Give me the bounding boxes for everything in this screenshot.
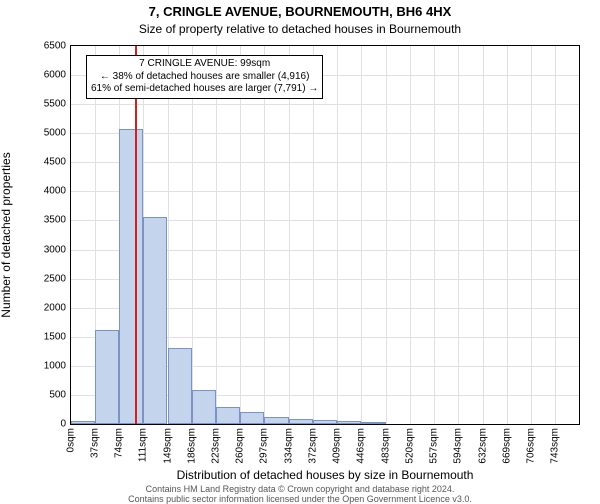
histogram-bar — [71, 421, 95, 424]
y-tick-label: 5500 — [26, 99, 66, 110]
x-tick-label: 743sqm — [549, 428, 560, 464]
x-tick-label: 446sqm — [356, 428, 367, 464]
histogram-bar — [240, 412, 264, 424]
y-tick-label: 0 — [26, 419, 66, 430]
y-tick-label: 500 — [26, 389, 66, 400]
gridline-v — [458, 46, 459, 424]
y-tick-label: 2500 — [26, 273, 66, 284]
x-tick-label: 0sqm — [66, 428, 77, 452]
footer-line-2: Contains public sector information licen… — [0, 494, 600, 504]
y-tick-label: 6000 — [26, 70, 66, 81]
y-tick-label: 4000 — [26, 186, 66, 197]
x-tick-label: 260sqm — [235, 428, 246, 464]
x-tick-label: 706sqm — [525, 428, 536, 464]
x-tick-label: 483sqm — [380, 428, 391, 464]
x-tick-label: 372sqm — [308, 428, 319, 464]
x-tick-label: 409sqm — [332, 428, 343, 464]
y-tick-label: 2000 — [26, 302, 66, 313]
x-tick-label: 669sqm — [501, 428, 512, 464]
gridline-v — [192, 46, 193, 424]
gridline-h — [71, 133, 579, 134]
gridline-v — [555, 46, 556, 424]
y-tick-label: 3500 — [26, 215, 66, 226]
gridline-v — [361, 46, 362, 424]
x-axis-label: Distribution of detached houses by size … — [70, 468, 580, 482]
x-tick-label: 111sqm — [138, 428, 149, 462]
y-tick-label: 4500 — [26, 157, 66, 168]
histogram-bar — [264, 417, 288, 424]
histogram-bar — [361, 422, 385, 424]
x-tick-label: 149sqm — [163, 428, 174, 464]
x-tick-label: 186sqm — [187, 428, 198, 464]
annotation-line: ← 38% of detached houses are smaller (4,… — [91, 71, 318, 84]
gridline-v — [483, 46, 484, 424]
histogram-bar — [313, 420, 337, 424]
gridline-v — [264, 46, 265, 424]
y-axis-label: Number of detached properties — [0, 152, 13, 317]
histogram-bar — [192, 390, 216, 424]
gridline-v — [434, 46, 435, 424]
y-tick-label: 5000 — [26, 128, 66, 139]
gridline-v — [289, 46, 290, 424]
histogram-bar — [337, 421, 361, 424]
gridline-v — [337, 46, 338, 424]
gridline-v — [313, 46, 314, 424]
histogram-bar — [289, 419, 313, 424]
x-tick-label: 74sqm — [114, 428, 125, 458]
footer-line-1: Contains HM Land Registry data © Crown c… — [0, 484, 600, 494]
gridline-h — [71, 191, 579, 192]
y-tick-label: 1500 — [26, 331, 66, 342]
chart-title: 7, CRINGLE AVENUE, BOURNEMOUTH, BH6 4HX — [0, 4, 600, 19]
gridline-v — [410, 46, 411, 424]
y-tick-label: 3000 — [26, 244, 66, 255]
chart-container: 7, CRINGLE AVENUE, BOURNEMOUTH, BH6 4HX … — [0, 0, 600, 500]
gridline-v — [507, 46, 508, 424]
gridline-v — [386, 46, 387, 424]
annotation-box: 7 CRINGLE AVENUE: 99sqm← 38% of detached… — [86, 55, 323, 99]
gridline-v — [531, 46, 532, 424]
annotation-line: 61% of semi-detached houses are larger (… — [91, 83, 318, 96]
histogram-bar — [95, 330, 119, 424]
x-tick-label: 297sqm — [259, 428, 270, 464]
gridline-v — [216, 46, 217, 424]
x-tick-label: 632sqm — [477, 428, 488, 464]
gridline-h — [71, 162, 579, 163]
x-tick-label: 334sqm — [283, 428, 294, 464]
x-tick-label: 223sqm — [211, 428, 222, 464]
plot-area: 7 CRINGLE AVENUE: 99sqm← 38% of detached… — [70, 45, 580, 425]
x-tick-label: 520sqm — [404, 428, 415, 464]
marker-line — [135, 46, 137, 424]
annotation-line: 7 CRINGLE AVENUE: 99sqm — [91, 58, 318, 71]
chart-subtitle: Size of property relative to detached ho… — [0, 22, 600, 36]
x-tick-label: 37sqm — [90, 428, 101, 458]
gridline-h — [71, 104, 579, 105]
histogram-bar — [143, 217, 167, 424]
y-tick-label: 1000 — [26, 360, 66, 371]
histogram-bar — [119, 129, 143, 424]
x-tick-label: 594sqm — [452, 428, 463, 464]
histogram-bar — [216, 407, 240, 424]
gridline-v — [240, 46, 241, 424]
x-tick-label: 557sqm — [428, 428, 439, 464]
histogram-bar — [168, 348, 192, 424]
y-tick-label: 6500 — [26, 41, 66, 52]
